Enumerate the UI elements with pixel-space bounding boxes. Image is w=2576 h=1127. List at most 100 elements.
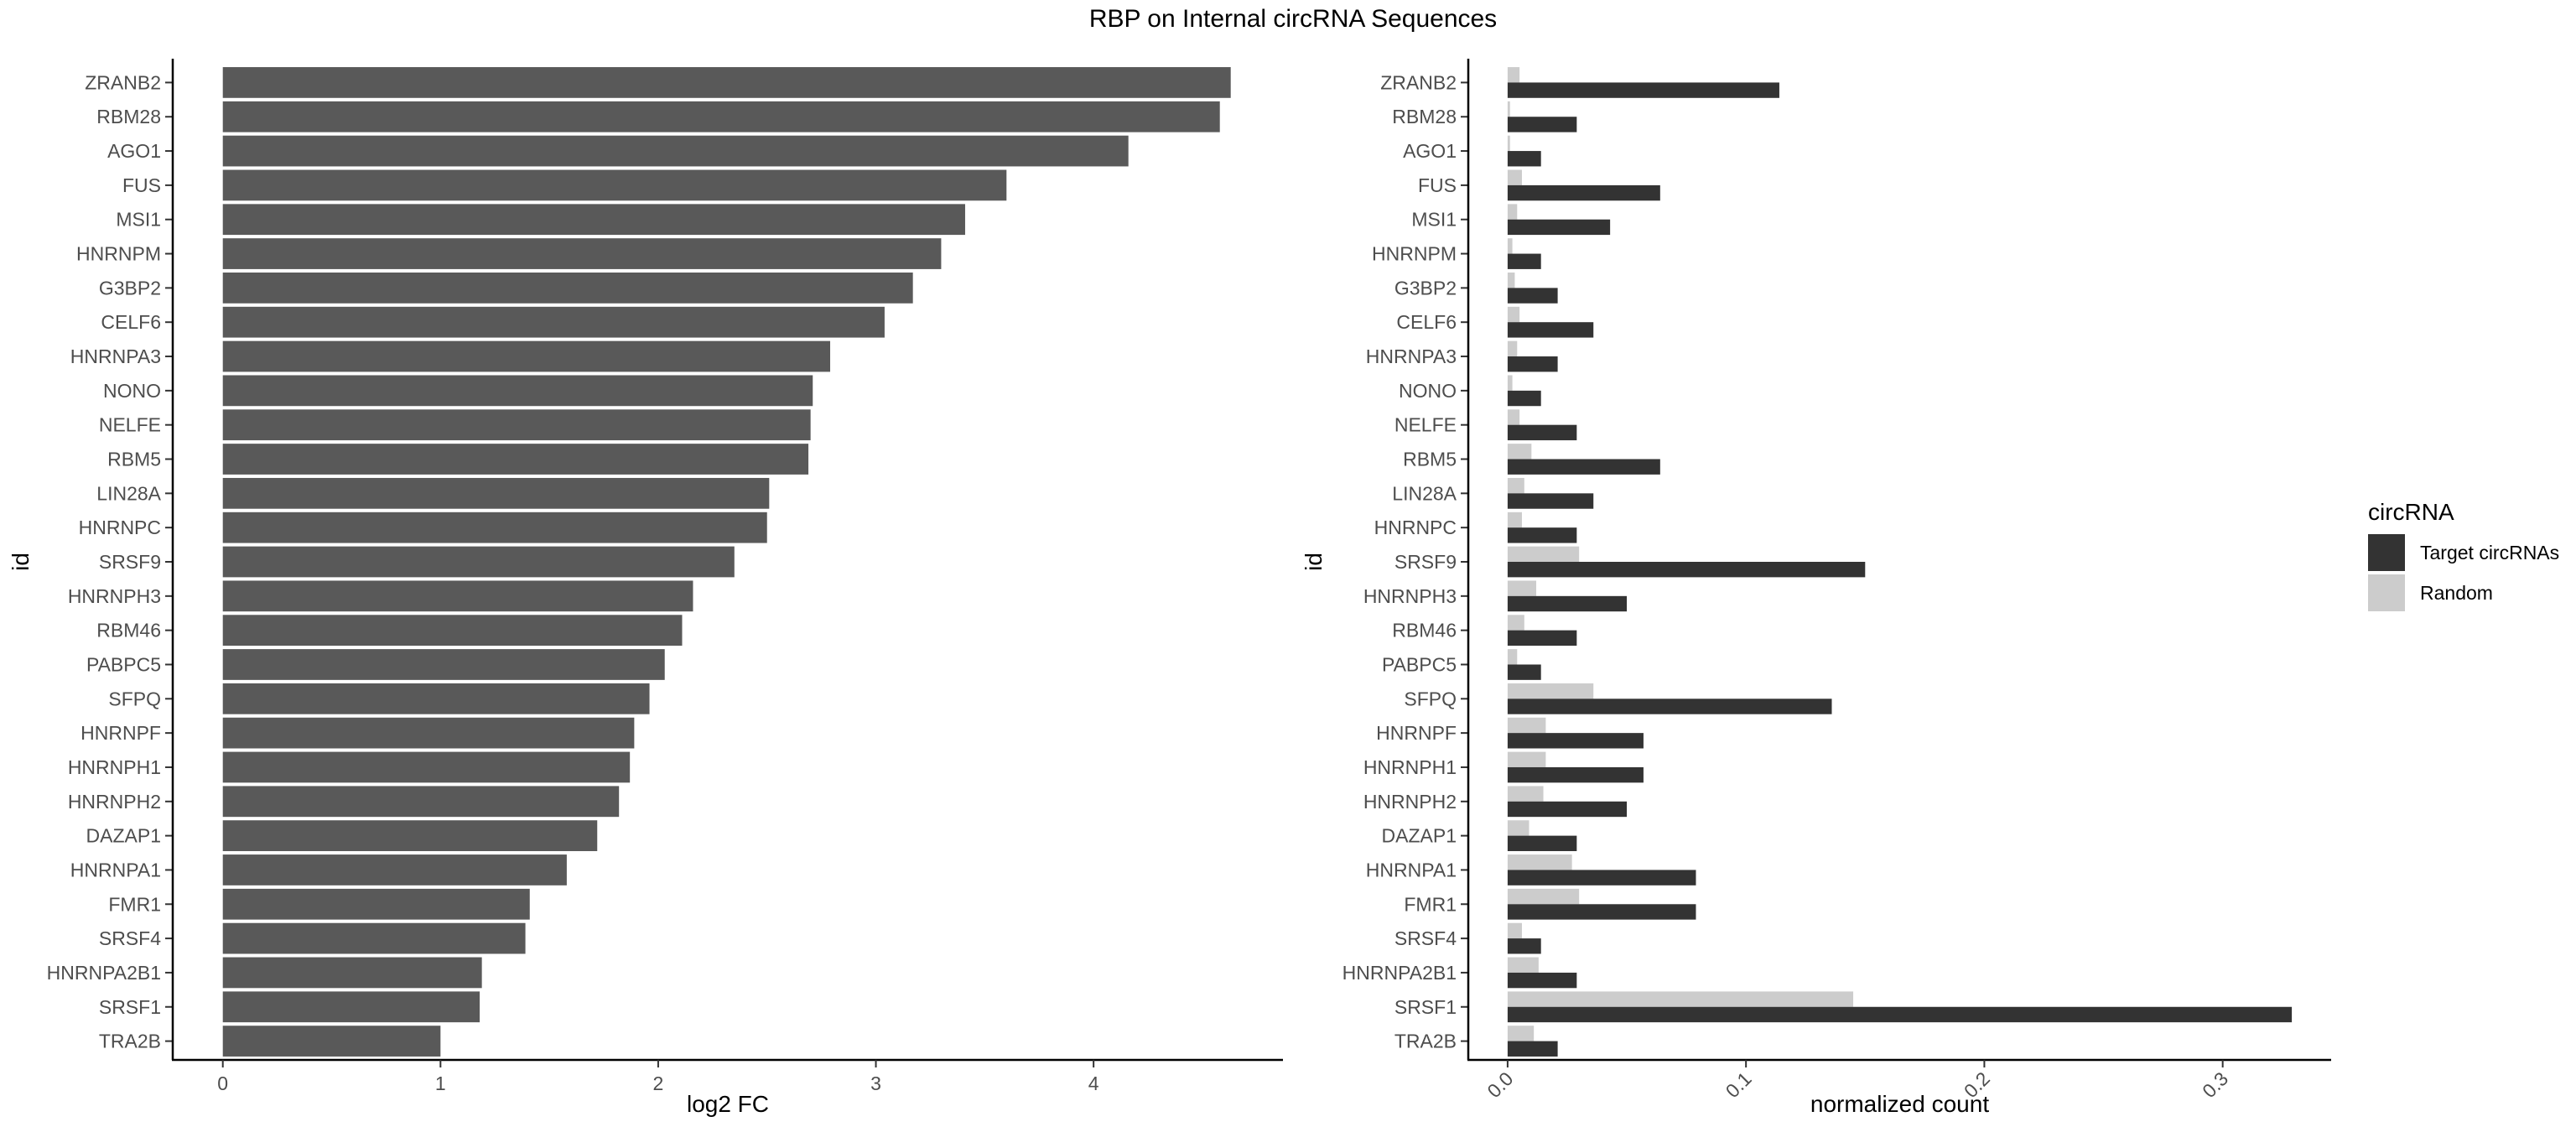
y-tick-label: FMR1 bbox=[1404, 893, 1457, 915]
legend-label-random: Random bbox=[2420, 582, 2493, 604]
bar-hnrnph2 bbox=[222, 786, 620, 818]
x-tick-label: 3 bbox=[870, 1072, 881, 1094]
bar-random-pabpc5 bbox=[1507, 649, 1518, 665]
bar-random-ago1 bbox=[1507, 135, 1510, 152]
y-tick-label: HNRNPA2B1 bbox=[47, 962, 161, 984]
bar-random-sfpq bbox=[1507, 683, 1594, 699]
bar-hnrnph1 bbox=[222, 751, 631, 783]
x-tick-label: 1 bbox=[435, 1072, 446, 1094]
bar-srsf1 bbox=[222, 991, 480, 1023]
y-tick-label: NELFE bbox=[99, 414, 161, 436]
bar-srsf4 bbox=[222, 922, 526, 954]
bar-target-celf6 bbox=[1507, 322, 1594, 338]
x-tick-label: 0.1 bbox=[1722, 1067, 1756, 1102]
bar-target-sfpq bbox=[1507, 699, 1832, 714]
x-tick-label: 2 bbox=[653, 1072, 664, 1094]
bar-hnrnph3 bbox=[222, 580, 693, 612]
y-tick-label: HNRNPM bbox=[76, 243, 161, 265]
bar-target-hnrnpa1 bbox=[1507, 870, 1696, 886]
y-tick-label: SRSF9 bbox=[1394, 551, 1457, 573]
y-tick-label: HNRNPC bbox=[1374, 517, 1457, 538]
legend-swatch-target bbox=[2368, 534, 2405, 571]
bar-target-lin28a bbox=[1507, 493, 1594, 509]
bar-g3bp2 bbox=[222, 273, 913, 304]
y-tick-label: CELF6 bbox=[101, 311, 161, 333]
y-tick-label: HNRNPH2 bbox=[68, 791, 161, 813]
y-tick-label: SRSF4 bbox=[1394, 927, 1457, 949]
x-tick-label: 0.0 bbox=[1483, 1067, 1517, 1102]
bar-pabpc5 bbox=[222, 649, 665, 680]
bar-random-hnrnpa2b1 bbox=[1507, 957, 1539, 973]
y-tick-label: HNRNPF bbox=[80, 722, 161, 744]
y-tick-label: FMR1 bbox=[108, 893, 161, 915]
bar-random-zranb2 bbox=[1507, 67, 1520, 83]
bar-target-rbm28 bbox=[1507, 117, 1577, 132]
legend-label-target: Target circRNAs bbox=[2420, 542, 2559, 564]
y-tick-label: SRSF1 bbox=[1394, 996, 1457, 1018]
bar-random-hnrnph1 bbox=[1507, 751, 1546, 767]
bar-random-hnrnpc bbox=[1507, 512, 1522, 528]
y-tick-label: SFPQ bbox=[108, 688, 161, 709]
bar-target-pabpc5 bbox=[1507, 664, 1541, 680]
y-tick-label: HNRNPA2B1 bbox=[1343, 962, 1457, 984]
bar-target-rbm5 bbox=[1507, 459, 1660, 475]
y-tick-label: ZRANB2 bbox=[1380, 71, 1457, 93]
bar-random-srsf1 bbox=[1507, 991, 1854, 1007]
y-tick-label: MSI1 bbox=[1411, 209, 1457, 231]
bar-ago1 bbox=[222, 135, 1129, 167]
bar-msi1 bbox=[222, 204, 965, 236]
bar-target-hnrnpm bbox=[1507, 253, 1541, 269]
bar-nono bbox=[222, 375, 813, 407]
y-tick-label: LIN28A bbox=[96, 482, 161, 504]
bar-random-srsf9 bbox=[1507, 546, 1580, 562]
y-tick-label: SFPQ bbox=[1404, 688, 1457, 709]
bar-random-hnrnph3 bbox=[1507, 580, 1537, 596]
y-axis-title: id bbox=[8, 553, 34, 571]
y-tick-label: TRA2B bbox=[1394, 1031, 1457, 1052]
y-tick-label: HNRNPH3 bbox=[1363, 585, 1457, 607]
x-axis-title: log2 FC bbox=[687, 1091, 769, 1117]
bar-target-hnrnph3 bbox=[1507, 595, 1628, 612]
bar-lin28a bbox=[222, 477, 770, 509]
bar-random-rbm28 bbox=[1507, 101, 1510, 117]
y-tick-label: HNRNPA3 bbox=[1366, 345, 1457, 367]
y-tick-label: CELF6 bbox=[1396, 311, 1457, 333]
bar-rbm46 bbox=[222, 615, 683, 647]
y-axis-title: id bbox=[1301, 553, 1327, 571]
bar-random-msi1 bbox=[1507, 204, 1518, 220]
log2fc-panel: ZRANB2 RBM28 AGO1 FUS MSI1 HNRNPM G3BP2 CELF6 HN… bbox=[8, 59, 1283, 1117]
bar-zranb2 bbox=[222, 67, 1231, 98]
bar-target-msi1 bbox=[1507, 219, 1611, 236]
bar-random-rbm46 bbox=[1507, 615, 1524, 631]
bar-sfpq bbox=[222, 683, 650, 714]
legend-title: circRNA bbox=[2368, 499, 2454, 525]
y-tick-label: RBM46 bbox=[96, 620, 161, 641]
bar-srsf9 bbox=[222, 546, 735, 578]
x-tick-label: 0.3 bbox=[2198, 1067, 2232, 1102]
bar-rbm5 bbox=[222, 444, 809, 475]
y-tick-label: HNRNPH1 bbox=[1363, 756, 1457, 778]
y-tick-label: RBM5 bbox=[1403, 449, 1457, 470]
bar-random-nono bbox=[1507, 375, 1513, 391]
bar-target-hnrnpa2b1 bbox=[1507, 972, 1577, 989]
y-tick-label: SRSF1 bbox=[99, 996, 161, 1018]
bar-target-zranb2 bbox=[1507, 82, 1779, 98]
y-tick-label: HNRNPA1 bbox=[70, 859, 161, 880]
bar-random-tra2b bbox=[1507, 1026, 1535, 1041]
x-tick-label: 4 bbox=[1088, 1072, 1099, 1094]
bar-random-lin28a bbox=[1507, 477, 1524, 494]
y-tick-label: AGO1 bbox=[1403, 140, 1457, 162]
bar-target-ago1 bbox=[1507, 151, 1541, 167]
bar-fus bbox=[222, 169, 1007, 201]
bar-target-hnrnph2 bbox=[1507, 801, 1628, 818]
y-tick-label: HNRNPF bbox=[1376, 722, 1457, 744]
y-tick-label: RBM5 bbox=[107, 449, 161, 470]
chart-title: RBP on Internal circRNA Sequences bbox=[1089, 5, 1497, 33]
y-tick-label: DAZAP1 bbox=[1382, 825, 1457, 847]
y-tick-label: MSI1 bbox=[116, 209, 161, 231]
bar-target-nelfe bbox=[1507, 424, 1577, 441]
bar-random-nelfe bbox=[1507, 409, 1520, 425]
bar-target-srsf1 bbox=[1507, 1006, 2293, 1023]
x-axis-title: normalized count bbox=[1810, 1091, 1989, 1117]
